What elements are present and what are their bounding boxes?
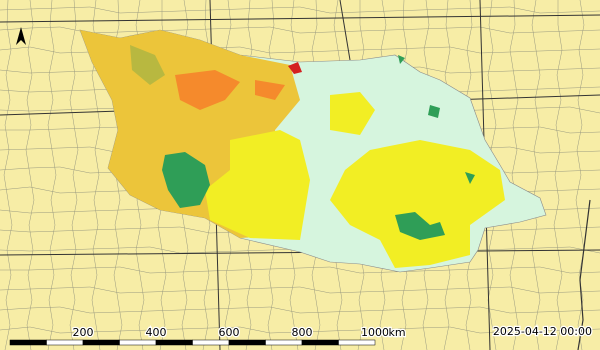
scale-label: 600	[219, 326, 240, 339]
river	[577, 199, 591, 350]
county-line	[69, 0, 79, 350]
scale-label: 800	[292, 326, 313, 339]
north-arrow-shape	[16, 27, 26, 45]
region-extreme	[175, 70, 285, 110]
county-line	[47, 0, 57, 350]
region-moderate	[330, 92, 505, 268]
north-arrow	[16, 27, 26, 45]
scale-segment	[155, 339, 193, 346]
county-line	[0, 286, 600, 294]
state-line	[0, 249, 600, 256]
scale-segment	[228, 339, 266, 346]
scale-label: 1000	[361, 326, 389, 339]
timestamp: 2025-04-12 00:00	[493, 325, 592, 338]
scale-segment	[82, 339, 120, 346]
region-moderate	[205, 130, 310, 240]
scale-segment	[9, 339, 47, 346]
scale-segment	[301, 339, 339, 346]
state-line	[0, 14, 600, 23]
county-line	[531, 0, 541, 350]
county-line	[553, 0, 563, 350]
region-mixed	[130, 45, 165, 85]
region-exceptional	[288, 62, 302, 74]
county-line	[0, 6, 600, 14]
scale-segment	[192, 339, 230, 346]
county-line	[0, 326, 600, 334]
scale-segment	[119, 339, 157, 346]
drought-region	[79, 29, 547, 273]
county-line	[509, 0, 519, 350]
scale-segment	[46, 339, 84, 346]
scale-label: 400	[146, 326, 167, 339]
county-line	[0, 266, 600, 274]
scale-unit: km	[388, 326, 405, 339]
state-line	[339, 0, 351, 61]
county-line	[3, 0, 13, 350]
scale-bar: 200 400 600 800 1000 km	[9, 325, 407, 346]
county-line	[25, 0, 35, 350]
scale-label: 200	[73, 326, 94, 339]
county-line	[0, 306, 600, 314]
county-line	[0, 26, 600, 34]
scale-segment	[338, 339, 376, 346]
scale-segment	[265, 339, 303, 346]
